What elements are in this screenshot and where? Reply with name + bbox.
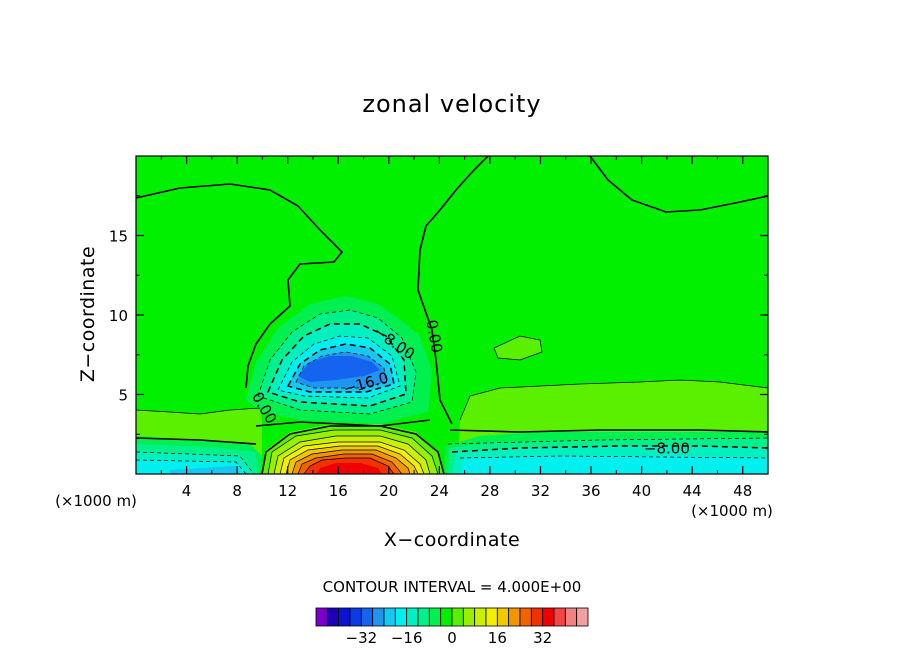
band-pos-32-surface-core xyxy=(316,463,382,474)
zero-contour-upper-east xyxy=(417,156,489,425)
x-tick-label: 16 xyxy=(329,482,348,500)
colorbar-swatch xyxy=(372,607,385,627)
colorbar-swatch xyxy=(440,607,453,627)
zero-contour-surface-east xyxy=(449,429,768,433)
contour-neg8-surface-east xyxy=(451,445,768,453)
contour-pos4-east xyxy=(459,379,768,421)
colorbar xyxy=(315,607,589,627)
zero-contour-jet-surface xyxy=(261,425,445,474)
colorbar-tick-label: 16 xyxy=(488,629,507,647)
colorbar-swatch xyxy=(496,607,510,627)
colorbar-tick-label: −32 xyxy=(346,629,378,647)
x-tick-label: 44 xyxy=(683,482,702,500)
colorbar-swatch xyxy=(383,607,396,627)
band-neg-24-upper-core xyxy=(298,356,380,382)
contour-pos4-east-patch xyxy=(493,335,543,361)
contour-neg-surface-east xyxy=(447,437,768,459)
band-neg-16-20-surface xyxy=(170,466,240,474)
colorbar-swatch xyxy=(349,607,362,627)
zero-contour-top-right xyxy=(589,156,768,213)
contour-pos-jet xyxy=(267,429,439,474)
negative-contours xyxy=(266,323,768,453)
x-tick-label: 24 xyxy=(430,482,449,500)
colorbar-swatch xyxy=(315,607,328,627)
colorbar-swatch xyxy=(462,607,476,627)
contour-neg8-upper xyxy=(266,323,407,407)
colorbar-swatch xyxy=(542,607,555,627)
y-tick-label: 10 xyxy=(109,307,128,325)
y-axis-ticks: 5 10 15 xyxy=(109,195,768,435)
colorbar-swatch xyxy=(428,607,442,627)
band-pos-4-8-east-patch xyxy=(494,336,542,360)
colorbar-swatch xyxy=(406,607,419,627)
zero-contours xyxy=(136,156,768,474)
contour-neg20-upper xyxy=(295,351,387,389)
colorbar-swatch xyxy=(553,607,566,627)
colorbar-swatch xyxy=(485,607,498,627)
x-axis-label: X−coordinate xyxy=(384,529,520,551)
colorbar-tick-label: 0 xyxy=(447,629,457,647)
contour-field: 0.000.00−8.00−16.0−8.00 xyxy=(136,156,768,474)
colorbar-tick-label: −16 xyxy=(391,629,423,647)
colorbar-swatch xyxy=(338,607,351,627)
x-tick-label: 20 xyxy=(379,482,398,500)
zero-contour-jet-top xyxy=(255,419,431,427)
colorbar-swatch xyxy=(394,607,408,627)
contour-label: 0.00 xyxy=(422,318,446,354)
x-tick-label: 40 xyxy=(632,482,651,500)
colorbar-swatch xyxy=(564,607,578,627)
chart-title: zonal velocity xyxy=(362,90,541,118)
contour-pos4-west xyxy=(136,407,261,415)
contour-label: −8.00 xyxy=(644,439,690,457)
colorbar-tick-label: 32 xyxy=(533,629,552,647)
colorbar-labels: −32 −16 0 16 32 xyxy=(346,629,553,647)
x-tick-label: 12 xyxy=(278,482,297,500)
colorbar-swatch xyxy=(508,607,521,627)
thin-negative-contours xyxy=(136,309,768,474)
positive-contours xyxy=(136,335,768,474)
x-tick-label: 8 xyxy=(232,482,242,500)
colorbar-swatch xyxy=(360,607,374,627)
y-tick-label: 15 xyxy=(109,228,128,246)
x-axis-ticks: 4 8 12 16 20 24 28 32 36 40 44 48 xyxy=(160,156,752,500)
contour-neg-surface-west xyxy=(136,451,255,474)
x-tick-label: 4 xyxy=(182,482,192,500)
x-tick-label: 36 xyxy=(581,482,600,500)
colorbar-swatch xyxy=(326,607,340,627)
contour-neg16-upper xyxy=(286,343,395,393)
x-tick-label: 32 xyxy=(531,482,550,500)
colorbar-swatch xyxy=(576,607,589,627)
x-unit-right: (×1000 m) xyxy=(691,502,773,520)
contour-neg12-upper xyxy=(277,335,401,399)
colorbar-swatch xyxy=(530,607,544,627)
colorbar-swatch xyxy=(417,607,430,627)
x-unit-left: (×1000 m) xyxy=(55,492,137,510)
y-tick-label: 5 xyxy=(118,387,128,405)
y-axis-label: Z−coordinate xyxy=(77,246,99,382)
contour-interval-text: CONTOUR INTERVAL = 4.000E+00 xyxy=(323,578,582,596)
colorbar-swatch xyxy=(519,607,532,627)
x-tick-label: 28 xyxy=(480,482,499,500)
colorbar-swatch xyxy=(451,607,464,627)
colorbar-swatch xyxy=(474,607,487,627)
x-tick-label: 48 xyxy=(733,482,752,500)
band-neg-12-16-surface-east xyxy=(460,456,768,474)
zero-contour-upper-west xyxy=(136,183,344,389)
zero-contour-surface-west xyxy=(136,437,257,445)
